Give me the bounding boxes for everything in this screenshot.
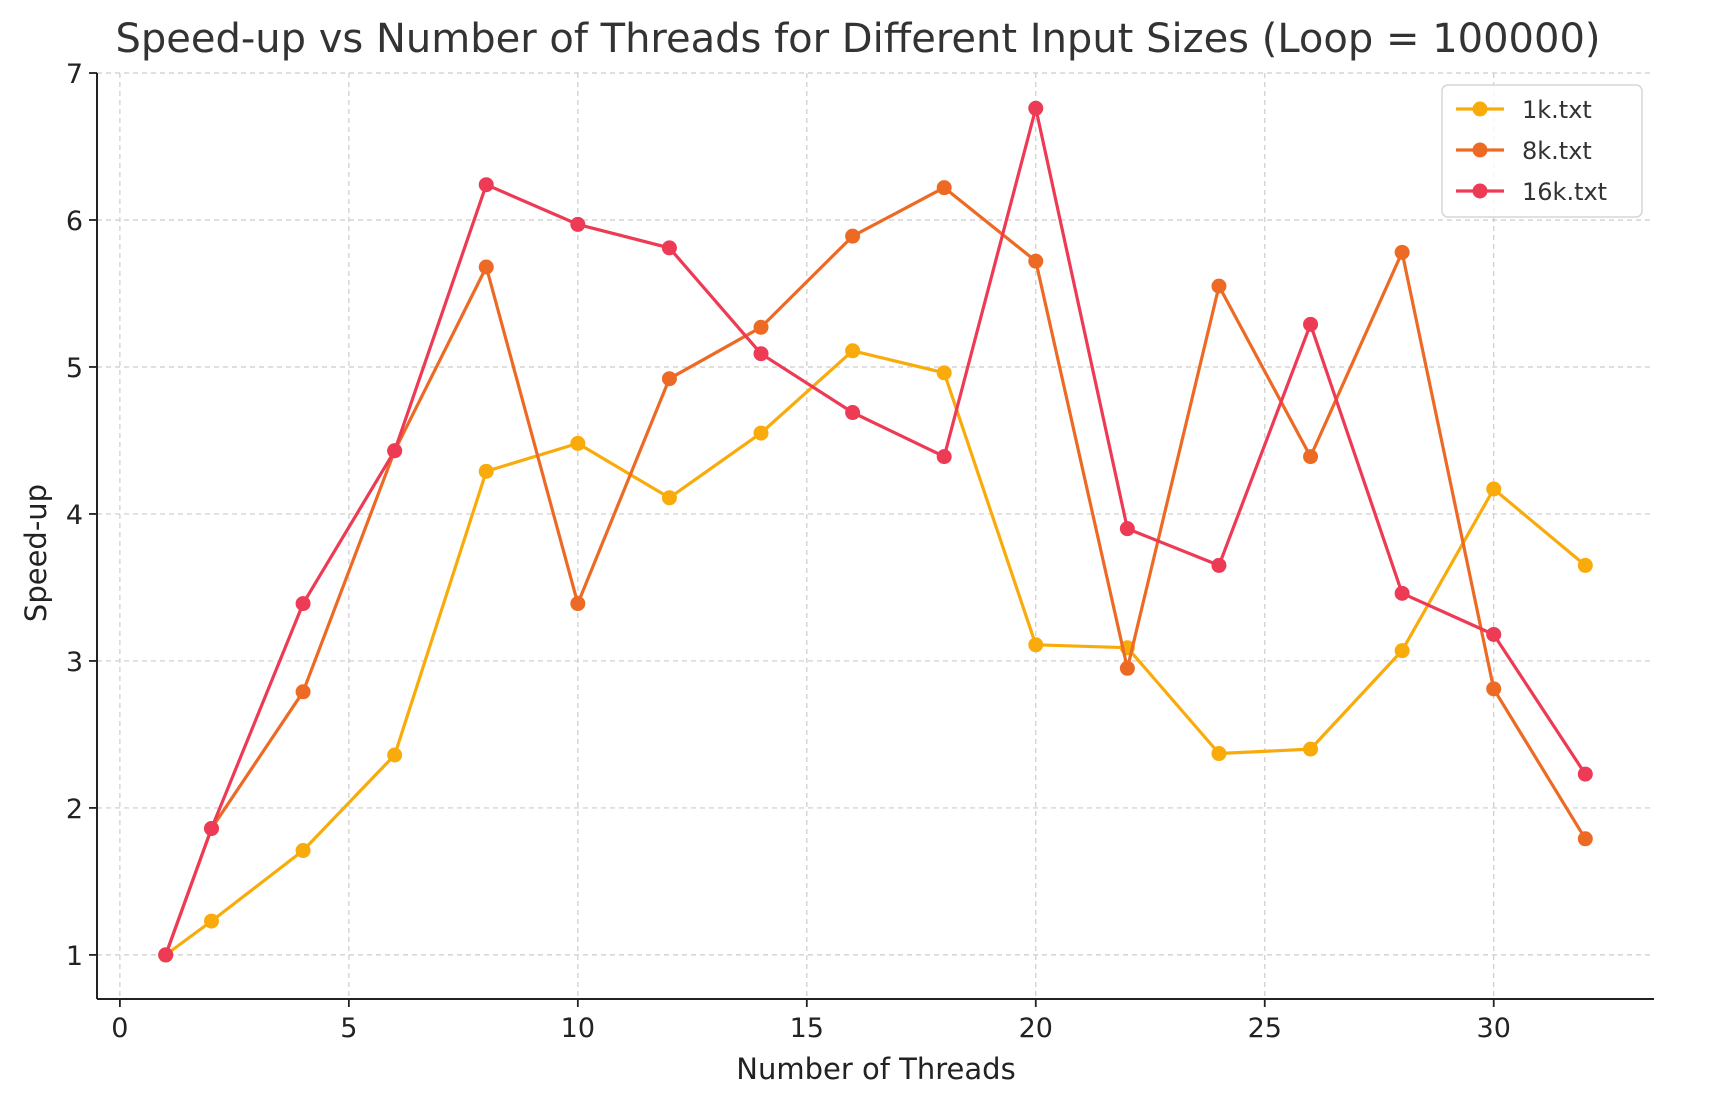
legend-swatch-marker: [1472, 142, 1488, 158]
data-point: [1119, 521, 1135, 537]
legend-item: 8k.txt: [1456, 137, 1592, 165]
data-point: [936, 365, 952, 381]
data-point: [203, 820, 219, 836]
data-point: [1303, 449, 1319, 465]
data-point: [295, 684, 311, 700]
chart-title: Speed-up vs Number of Threads for Differ…: [115, 16, 1600, 62]
data-point: [753, 346, 769, 362]
series-line: [164, 186, 1587, 956]
data-point: [936, 449, 952, 465]
grid: [97, 72, 1654, 999]
data-point: [1577, 766, 1593, 782]
data-point: [570, 596, 586, 612]
x-axis-label: Number of Threads: [736, 1052, 1015, 1086]
legend-item: 1k.txt: [1456, 96, 1592, 124]
data-point: [387, 747, 403, 763]
data-point: [753, 319, 769, 335]
series-1k.txt: [158, 343, 1593, 963]
data-point: [845, 343, 861, 359]
data-point: [1577, 557, 1593, 573]
data-point: [1394, 643, 1410, 659]
data-point: [1303, 741, 1319, 757]
data-point: [1028, 100, 1044, 116]
x-tick-label: 15: [790, 1013, 824, 1044]
legend-item: 16k.txt: [1456, 178, 1607, 206]
data-point: [661, 371, 677, 387]
data-point: [570, 435, 586, 451]
y-tick-label: 7: [66, 59, 83, 90]
legend-swatch-marker: [1472, 183, 1488, 199]
y-tick-label: 4: [66, 500, 83, 531]
data-point: [478, 177, 494, 193]
series-layer: [158, 100, 1593, 963]
legend-label: 1k.txt: [1522, 96, 1592, 124]
y-tick-label: 3: [66, 647, 83, 678]
series-8k.txt: [158, 180, 1593, 963]
data-point: [845, 228, 861, 244]
y-axis-label: Speed-up: [19, 484, 53, 622]
legend-label: 16k.txt: [1522, 178, 1607, 206]
ticks: 0 5 10 15 20 25 30 1 2 3 4 5 6 7: [66, 59, 1511, 1044]
data-point: [661, 490, 677, 506]
data-point: [1211, 278, 1227, 294]
x-tick-label: 30: [1477, 1013, 1511, 1044]
legend-swatch-marker: [1472, 101, 1488, 117]
x-tick-label: 25: [1248, 1013, 1282, 1044]
data-point: [1303, 316, 1319, 332]
legend-box: [1441, 84, 1643, 218]
data-point: [1211, 746, 1227, 762]
data-point: [1486, 481, 1502, 497]
data-point: [1394, 244, 1410, 260]
series-line: [164, 106, 1587, 956]
series-line: [164, 349, 1587, 957]
data-point: [295, 596, 311, 612]
data-point: [478, 463, 494, 479]
y-tick-label: 2: [66, 794, 83, 825]
data-point: [1486, 681, 1502, 697]
y-tick-label: 1: [66, 941, 83, 972]
x-tick-label: 5: [340, 1013, 357, 1044]
x-tick-label: 0: [111, 1013, 128, 1044]
data-point: [203, 913, 219, 929]
data-point: [1119, 660, 1135, 676]
data-point: [1028, 253, 1044, 269]
axes: [96, 73, 1654, 1000]
data-point: [1028, 637, 1044, 653]
data-point: [295, 843, 311, 859]
data-point: [570, 216, 586, 232]
y-tick-label: 6: [66, 206, 83, 237]
data-point: [1211, 557, 1227, 573]
legend-label: 8k.txt: [1522, 137, 1592, 165]
data-point: [1577, 831, 1593, 847]
data-point: [387, 443, 403, 459]
data-point: [158, 947, 174, 963]
data-point: [1486, 626, 1502, 642]
x-tick-label: 10: [561, 1013, 595, 1044]
x-tick-label: 20: [1019, 1013, 1053, 1044]
series-16k.txt: [158, 100, 1593, 963]
data-point: [1394, 585, 1410, 601]
data-point: [845, 405, 861, 421]
y-tick-label: 5: [66, 353, 83, 384]
data-point: [936, 180, 952, 196]
data-point: [661, 240, 677, 256]
legend: 1k.txt 8k.txt 16k.txt: [1441, 84, 1643, 218]
data-point: [753, 425, 769, 441]
data-point: [478, 259, 494, 275]
